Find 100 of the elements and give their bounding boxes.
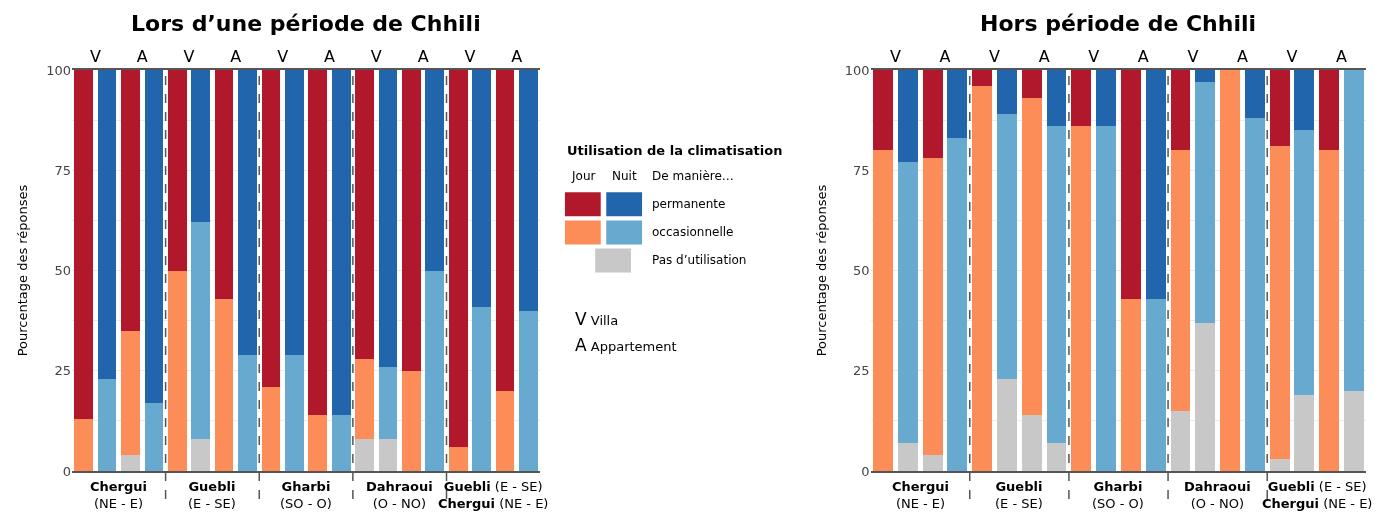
bar bbox=[472, 306, 491, 471]
y-tick-label: 100 bbox=[46, 62, 71, 78]
bar bbox=[1120, 298, 1141, 471]
y-tick-label: 50 bbox=[54, 263, 71, 279]
bar bbox=[238, 70, 257, 355]
bar bbox=[378, 438, 398, 471]
bar bbox=[1269, 146, 1290, 459]
bar bbox=[1071, 70, 1092, 127]
bar bbox=[1269, 70, 1290, 147]
bar bbox=[144, 402, 164, 471]
bar bbox=[873, 70, 893, 151]
bar bbox=[214, 70, 234, 299]
text: V Villa bbox=[575, 309, 619, 329]
legend-label: permanente bbox=[652, 197, 726, 211]
bar bbox=[897, 70, 918, 163]
text: Guebli (E - SE) Chergui (NE - E) bbox=[438, 479, 549, 511]
x-tick-label: A bbox=[939, 46, 951, 66]
bar bbox=[261, 70, 281, 387]
bar bbox=[1096, 70, 1117, 127]
bar bbox=[1046, 126, 1067, 443]
text: De manière… bbox=[652, 169, 734, 183]
bar bbox=[897, 442, 918, 471]
bar bbox=[947, 138, 968, 471]
bar bbox=[1344, 70, 1364, 391]
x-tick-label: V bbox=[370, 46, 382, 66]
bar bbox=[997, 70, 1017, 115]
bar bbox=[1319, 70, 1340, 151]
text: Chergui (NE - E) bbox=[892, 479, 950, 511]
bar bbox=[1071, 126, 1092, 471]
bar bbox=[1195, 70, 1216, 83]
bar bbox=[922, 70, 943, 159]
bar bbox=[191, 222, 211, 439]
text: Guebli (E - SE) Chergui (NE - E) bbox=[1262, 479, 1373, 511]
text: Gharbi (SO - O) bbox=[1092, 479, 1144, 511]
bar bbox=[472, 70, 491, 307]
y-tick-label: 0 bbox=[861, 463, 870, 479]
text: Gharbi (SO - O) bbox=[280, 479, 332, 511]
bar bbox=[1021, 414, 1042, 471]
x-tick-label: A bbox=[323, 46, 335, 66]
bar bbox=[1046, 70, 1067, 127]
legend-title: Utilisation de la climatisation bbox=[567, 143, 783, 158]
text: Dahraoui (O - NO) bbox=[1184, 479, 1251, 511]
y-tick-label: 25 bbox=[54, 363, 71, 379]
x-tick-label: A bbox=[511, 46, 523, 66]
chart-title: Lors d’une période de Chhili bbox=[131, 11, 481, 36]
bar bbox=[922, 454, 943, 471]
bar bbox=[1220, 70, 1240, 471]
bar bbox=[355, 70, 374, 359]
bar bbox=[167, 270, 187, 471]
x-tick-label: V bbox=[277, 46, 289, 66]
y-tick-label: 100 bbox=[844, 62, 870, 78]
bar bbox=[167, 70, 187, 271]
text: Guebli (E - SE) bbox=[995, 479, 1043, 511]
text: Jour bbox=[571, 169, 596, 183]
x-tick-label: V bbox=[464, 46, 476, 66]
bar bbox=[1269, 458, 1290, 471]
x-tick-label: V bbox=[183, 46, 195, 66]
bar bbox=[997, 114, 1017, 379]
bar bbox=[947, 70, 968, 139]
bar bbox=[972, 70, 993, 87]
bar bbox=[873, 150, 893, 471]
x-tick-label: A bbox=[230, 46, 242, 66]
bar bbox=[402, 370, 421, 471]
x-tick-label: A bbox=[136, 46, 148, 66]
bar bbox=[1096, 126, 1117, 471]
bar bbox=[74, 418, 94, 471]
bar bbox=[402, 70, 421, 371]
x-tick-label: A bbox=[1038, 46, 1050, 66]
y-tick-label: 25 bbox=[853, 363, 870, 379]
bar bbox=[121, 454, 140, 471]
bar bbox=[972, 86, 993, 471]
bar bbox=[97, 70, 117, 379]
bar bbox=[191, 438, 211, 471]
bar bbox=[121, 70, 140, 331]
chart-title: Hors période de Chhili bbox=[980, 11, 1257, 36]
bar bbox=[1120, 70, 1141, 299]
bar bbox=[448, 70, 468, 447]
bar bbox=[1344, 390, 1364, 471]
bar bbox=[1145, 298, 1166, 471]
y-axis-title: Pourcentage des réponses bbox=[813, 184, 829, 357]
bar bbox=[425, 70, 445, 271]
x-tick-label: A bbox=[1336, 46, 1348, 66]
bar bbox=[1170, 410, 1191, 471]
bar bbox=[214, 298, 234, 471]
bar bbox=[121, 330, 140, 455]
bar bbox=[1294, 70, 1315, 131]
y-tick-label: 75 bbox=[853, 162, 870, 178]
x-tick-label: V bbox=[1088, 46, 1100, 66]
bar bbox=[897, 162, 918, 443]
bar bbox=[74, 70, 94, 419]
bar bbox=[1046, 442, 1067, 471]
y-tick-label: 50 bbox=[853, 263, 870, 279]
bar bbox=[425, 270, 445, 471]
bar bbox=[378, 366, 398, 439]
bar bbox=[355, 438, 374, 471]
bar bbox=[1145, 70, 1166, 299]
bar bbox=[97, 378, 117, 471]
bar bbox=[1170, 70, 1191, 151]
bar bbox=[519, 310, 538, 471]
bar bbox=[355, 358, 374, 439]
